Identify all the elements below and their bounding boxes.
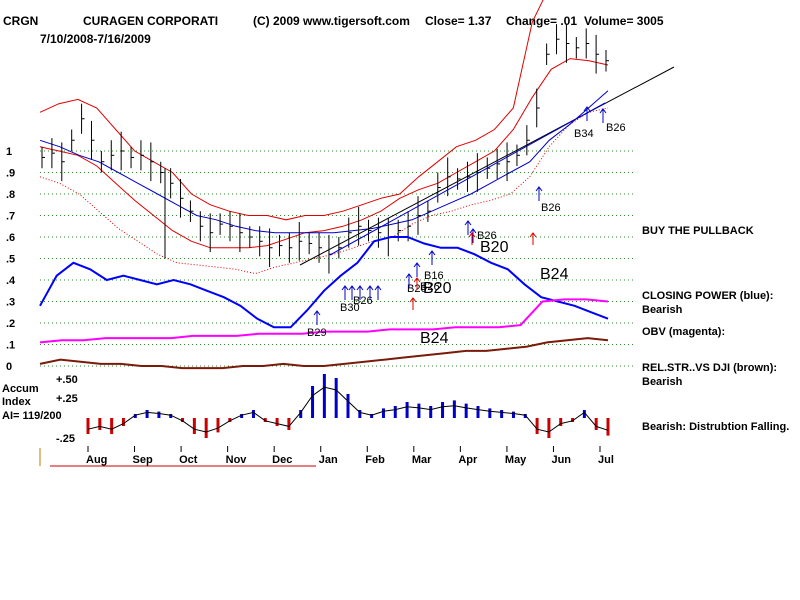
x-tick-label: Feb — [365, 454, 385, 466]
lower-band-line — [39, 107, 609, 275]
price-bands — [39, 0, 609, 275]
x-tick-label: Jun — [551, 454, 571, 466]
buy-arrow-head — [428, 250, 436, 256]
accumulation-histogram — [86, 374, 610, 438]
y-tick-label: .4 — [6, 275, 16, 287]
buy-arrow-head — [356, 285, 364, 291]
red-arrow-head — [409, 297, 417, 303]
buy-arrow-head — [341, 285, 349, 291]
x-tick-label: Sep — [133, 454, 153, 466]
red-arrow-head — [529, 232, 537, 238]
signal-label: B26 — [353, 295, 373, 307]
ma-trend-line — [329, 102, 606, 256]
y-tick-label: .5 — [6, 254, 15, 266]
buy-arrow-head — [599, 108, 607, 114]
grid-lines — [40, 150, 636, 367]
trend-lines — [299, 66, 675, 266]
buy-arrow-head — [405, 273, 413, 279]
moving-average-line — [39, 90, 609, 234]
y-tick-label: .3 — [6, 297, 15, 309]
index-title: Index — [2, 396, 32, 408]
y-tick-label: 1 — [6, 146, 12, 158]
x-tick-label: Dec — [272, 454, 292, 466]
buy-arrow-head — [348, 285, 356, 291]
change-label: Change= .01 — [506, 14, 577, 28]
buy-arrow-head — [583, 106, 591, 112]
signal-label: B26 — [420, 281, 440, 293]
buy-arrow-head — [313, 310, 321, 316]
copyright-label: (C) 2009 www.tigersoft.com — [253, 14, 410, 28]
indicator-lines — [39, 236, 609, 370]
closing-power-state: Bearish — [642, 304, 683, 316]
volume-label: Volume= 3005 — [584, 14, 664, 28]
buy-arrow-head — [535, 186, 543, 192]
signal-label: B34 — [574, 128, 594, 140]
upper-band-line — [39, 0, 544, 221]
closing-power-note: CLOSING POWER (blue): — [642, 290, 773, 302]
obv-line — [39, 298, 609, 344]
x-tick-label: Mar — [412, 454, 432, 466]
signal-label: B20 — [480, 239, 509, 256]
x-tick-label: Jan — [319, 454, 338, 466]
signal-label: B29 — [307, 327, 327, 339]
y-tick-label: .1 — [6, 340, 15, 352]
date-range-label: 7/10/2008-7/16/2009 — [40, 32, 151, 46]
ticker-label: CRGN — [3, 14, 38, 28]
ai-score: AI= 119/200 — [2, 410, 62, 422]
signal-label: B30 — [340, 302, 360, 314]
buy-arrow-head — [464, 220, 472, 226]
x-tick-label: Aug — [86, 454, 107, 466]
x-axis: Aug Sep Oct Nov Dec Jan Feb Mar Apr May Jun Jul — [39, 446, 614, 467]
y-tick-label: .7 — [6, 211, 15, 223]
y-tick-label: .8 — [6, 189, 15, 201]
red-arrow-head — [468, 232, 476, 238]
y-tick-label: 0 — [6, 361, 12, 373]
x-tick-label: Oct — [179, 454, 198, 466]
accum-ma-line — [87, 386, 609, 433]
obv-note: OBV (magenta): — [642, 326, 725, 338]
x-tick-label: Nov — [226, 454, 248, 466]
relstr-note: REL.STR..VS DJI (brown): — [642, 362, 777, 374]
signal-label: B26 — [606, 122, 626, 134]
relstr-state: Bearish — [642, 376, 683, 388]
y-tick-label: .6 — [6, 232, 15, 244]
closing-power-line — [39, 236, 609, 329]
buy-pullback-note: BUY THE PULLBACK — [642, 225, 754, 237]
signal-label: B26 — [477, 230, 497, 242]
buy-arrow-head — [366, 285, 374, 291]
x-tick-label: Jul — [598, 454, 614, 466]
y-axis-ticks: 1 .9 .8 .7 .6 .5 .4 .3 .2 .1 0 — [6, 146, 16, 373]
relstr-line — [39, 337, 609, 370]
accum-tick-p50: +.50 — [56, 374, 78, 386]
signal-label: B16 — [424, 270, 444, 282]
x-tick-label: May — [505, 454, 527, 466]
signal-label: B20 — [423, 280, 452, 297]
signal-label: B24 — [420, 330, 449, 347]
buy-arrow-head — [374, 285, 382, 291]
accum-title: Accum — [2, 383, 39, 395]
signal-label: B24 — [540, 266, 569, 283]
mid-band-line — [39, 58, 609, 249]
x-tick-label: Apr — [458, 454, 478, 466]
trend-line — [299, 66, 675, 266]
close-label: Close= 1.37 — [425, 14, 492, 28]
company-label: CURAGEN CORPORATI — [83, 14, 218, 28]
y-tick-label: .2 — [6, 318, 15, 330]
buy-arrow-head — [413, 262, 421, 268]
y-tick-label: .9 — [6, 168, 15, 180]
accum-tick-p25: +.25 — [56, 393, 78, 405]
accum-tick-m25: -.25 — [56, 433, 75, 445]
accum-note: Bearish: Distrubtion Falling. — [642, 421, 789, 433]
buy-arrow-head — [469, 228, 477, 234]
signal-label: B26 — [541, 202, 561, 214]
red-arrow-head — [413, 277, 421, 283]
